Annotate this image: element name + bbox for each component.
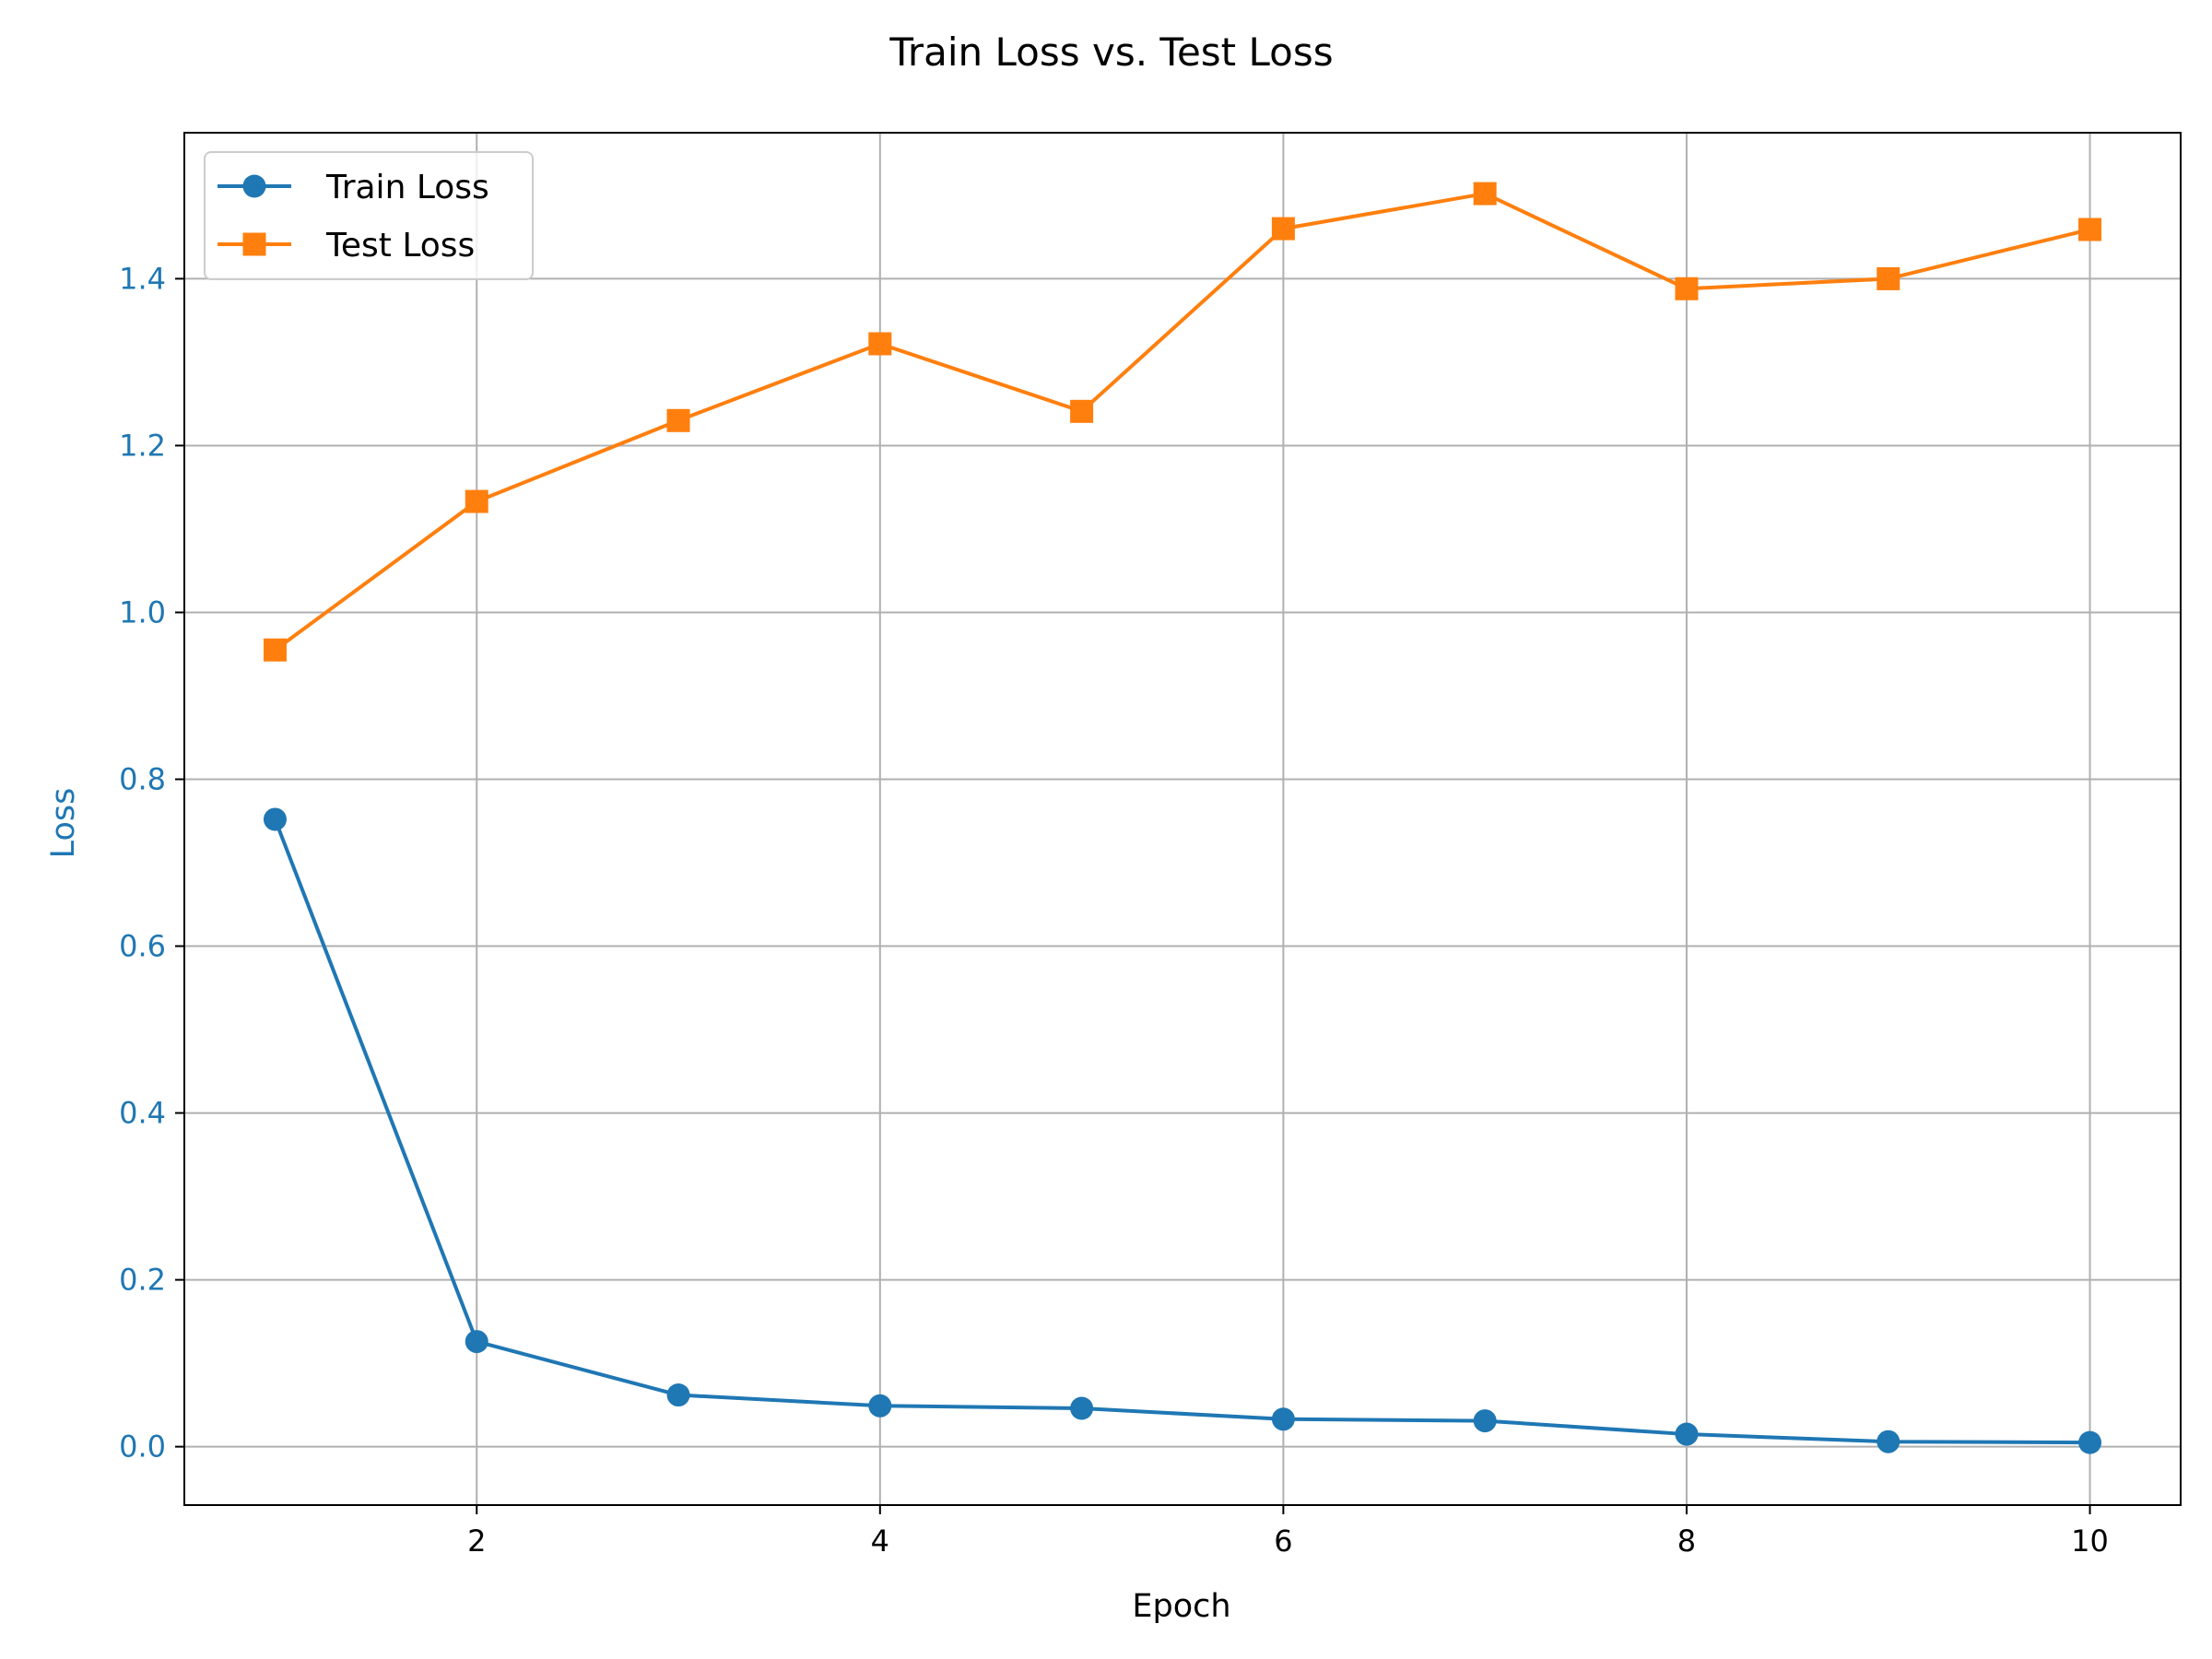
legend-box (204, 151, 534, 280)
x-tick-label: 2 (467, 1524, 486, 1559)
y-axis-label: Loss (45, 788, 82, 859)
data-point (1070, 1396, 1094, 1420)
data-point (1271, 217, 1295, 241)
series-test-loss (263, 182, 2102, 662)
data-point (465, 1330, 488, 1354)
data-point (868, 1394, 892, 1418)
data-point (868, 332, 892, 356)
y-axis: 0.0 0.2 0.4 0.6 0.8 1.0 1.2 1.4 (119, 261, 184, 1465)
data-point (1070, 399, 1094, 423)
data-point (1675, 1422, 1699, 1446)
legend-marker (242, 174, 266, 198)
series-layer (263, 182, 2102, 1454)
y-tick-label: 0.2 (119, 1263, 166, 1298)
x-tick-label: 4 (871, 1524, 889, 1559)
y-tick-label: 1.2 (119, 428, 166, 463)
y-tick-label: 1.0 (119, 594, 166, 629)
data-point (666, 408, 690, 432)
data-point (1877, 1430, 1900, 1453)
series-line (273, 818, 2090, 1445)
x-axis: 2 4 6 8 10 (467, 1505, 2109, 1559)
series-train-loss (263, 807, 2102, 1454)
plot-frame (183, 132, 2182, 1506)
y-tick-label: 0.0 (119, 1430, 166, 1465)
data-point (1675, 276, 1699, 300)
data-point (1473, 182, 1497, 206)
data-point (2078, 1430, 2102, 1454)
y-tick-label: 0.6 (119, 929, 166, 964)
data-point (666, 1383, 690, 1407)
legend-marker (242, 232, 266, 256)
data-point (1473, 1409, 1497, 1433)
data-point (263, 638, 287, 662)
data-point (1877, 266, 1900, 290)
data-point (465, 489, 488, 513)
y-tick-label: 0.4 (119, 1096, 166, 1131)
chart-title: Train Loss vs. Test Loss (888, 29, 1333, 75)
x-tick-label: 6 (1274, 1524, 1292, 1559)
data-point (263, 807, 287, 831)
data-point (2078, 218, 2102, 241)
x-tick-label: 10 (2071, 1524, 2109, 1559)
x-axis-label: Epoch (1132, 1588, 1230, 1625)
series-line (274, 192, 2091, 652)
legend-label: Test Loss (325, 227, 475, 265)
y-tick-label: 0.8 (119, 762, 166, 797)
legend-item: Train Loss (218, 169, 489, 206)
x-tick-label: 8 (1677, 1524, 1696, 1559)
data-point (1271, 1407, 1295, 1431)
grid (184, 133, 2181, 1505)
legend-item: Test Loss (218, 227, 475, 265)
y-tick-label: 1.4 (119, 261, 166, 296)
legend-label: Train Loss (325, 169, 489, 206)
legend: Train Loss Test Loss (204, 151, 534, 280)
